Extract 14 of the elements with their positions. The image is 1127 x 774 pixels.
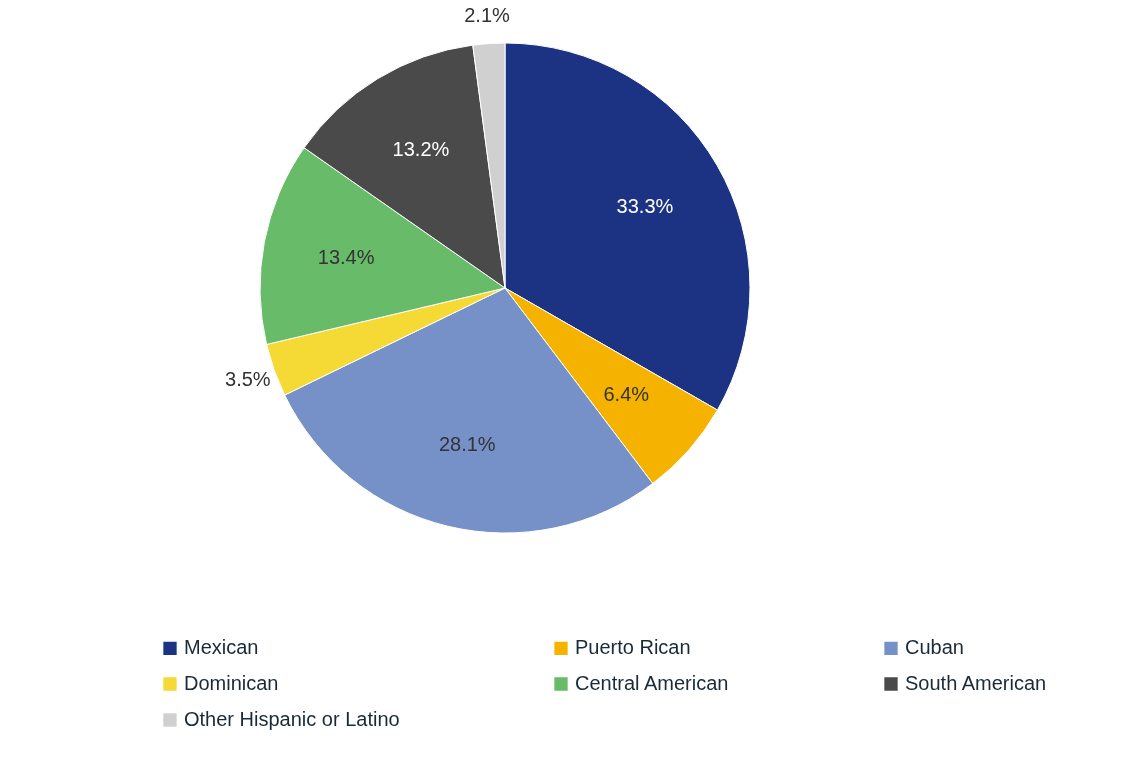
legend-label: Cuban xyxy=(905,636,964,659)
legend-label: Mexican xyxy=(184,636,259,659)
legend-label: South American xyxy=(905,672,1047,694)
legend-label: Other Hispanic or Latino xyxy=(184,708,400,730)
data-label: 33.3% xyxy=(616,195,674,217)
data-label: 13.2% xyxy=(392,137,450,160)
data-label: 6.4% xyxy=(603,382,650,405)
legend-label: Dominican xyxy=(184,672,279,694)
legend-label: Puerto Rican xyxy=(575,636,691,659)
data-label: 28.1% xyxy=(438,433,496,456)
data-label: 2.1% xyxy=(464,3,511,26)
data-label: 13.4% xyxy=(317,245,375,268)
data-label: 3.5% xyxy=(225,367,271,390)
legend-label: Central American xyxy=(575,672,729,694)
